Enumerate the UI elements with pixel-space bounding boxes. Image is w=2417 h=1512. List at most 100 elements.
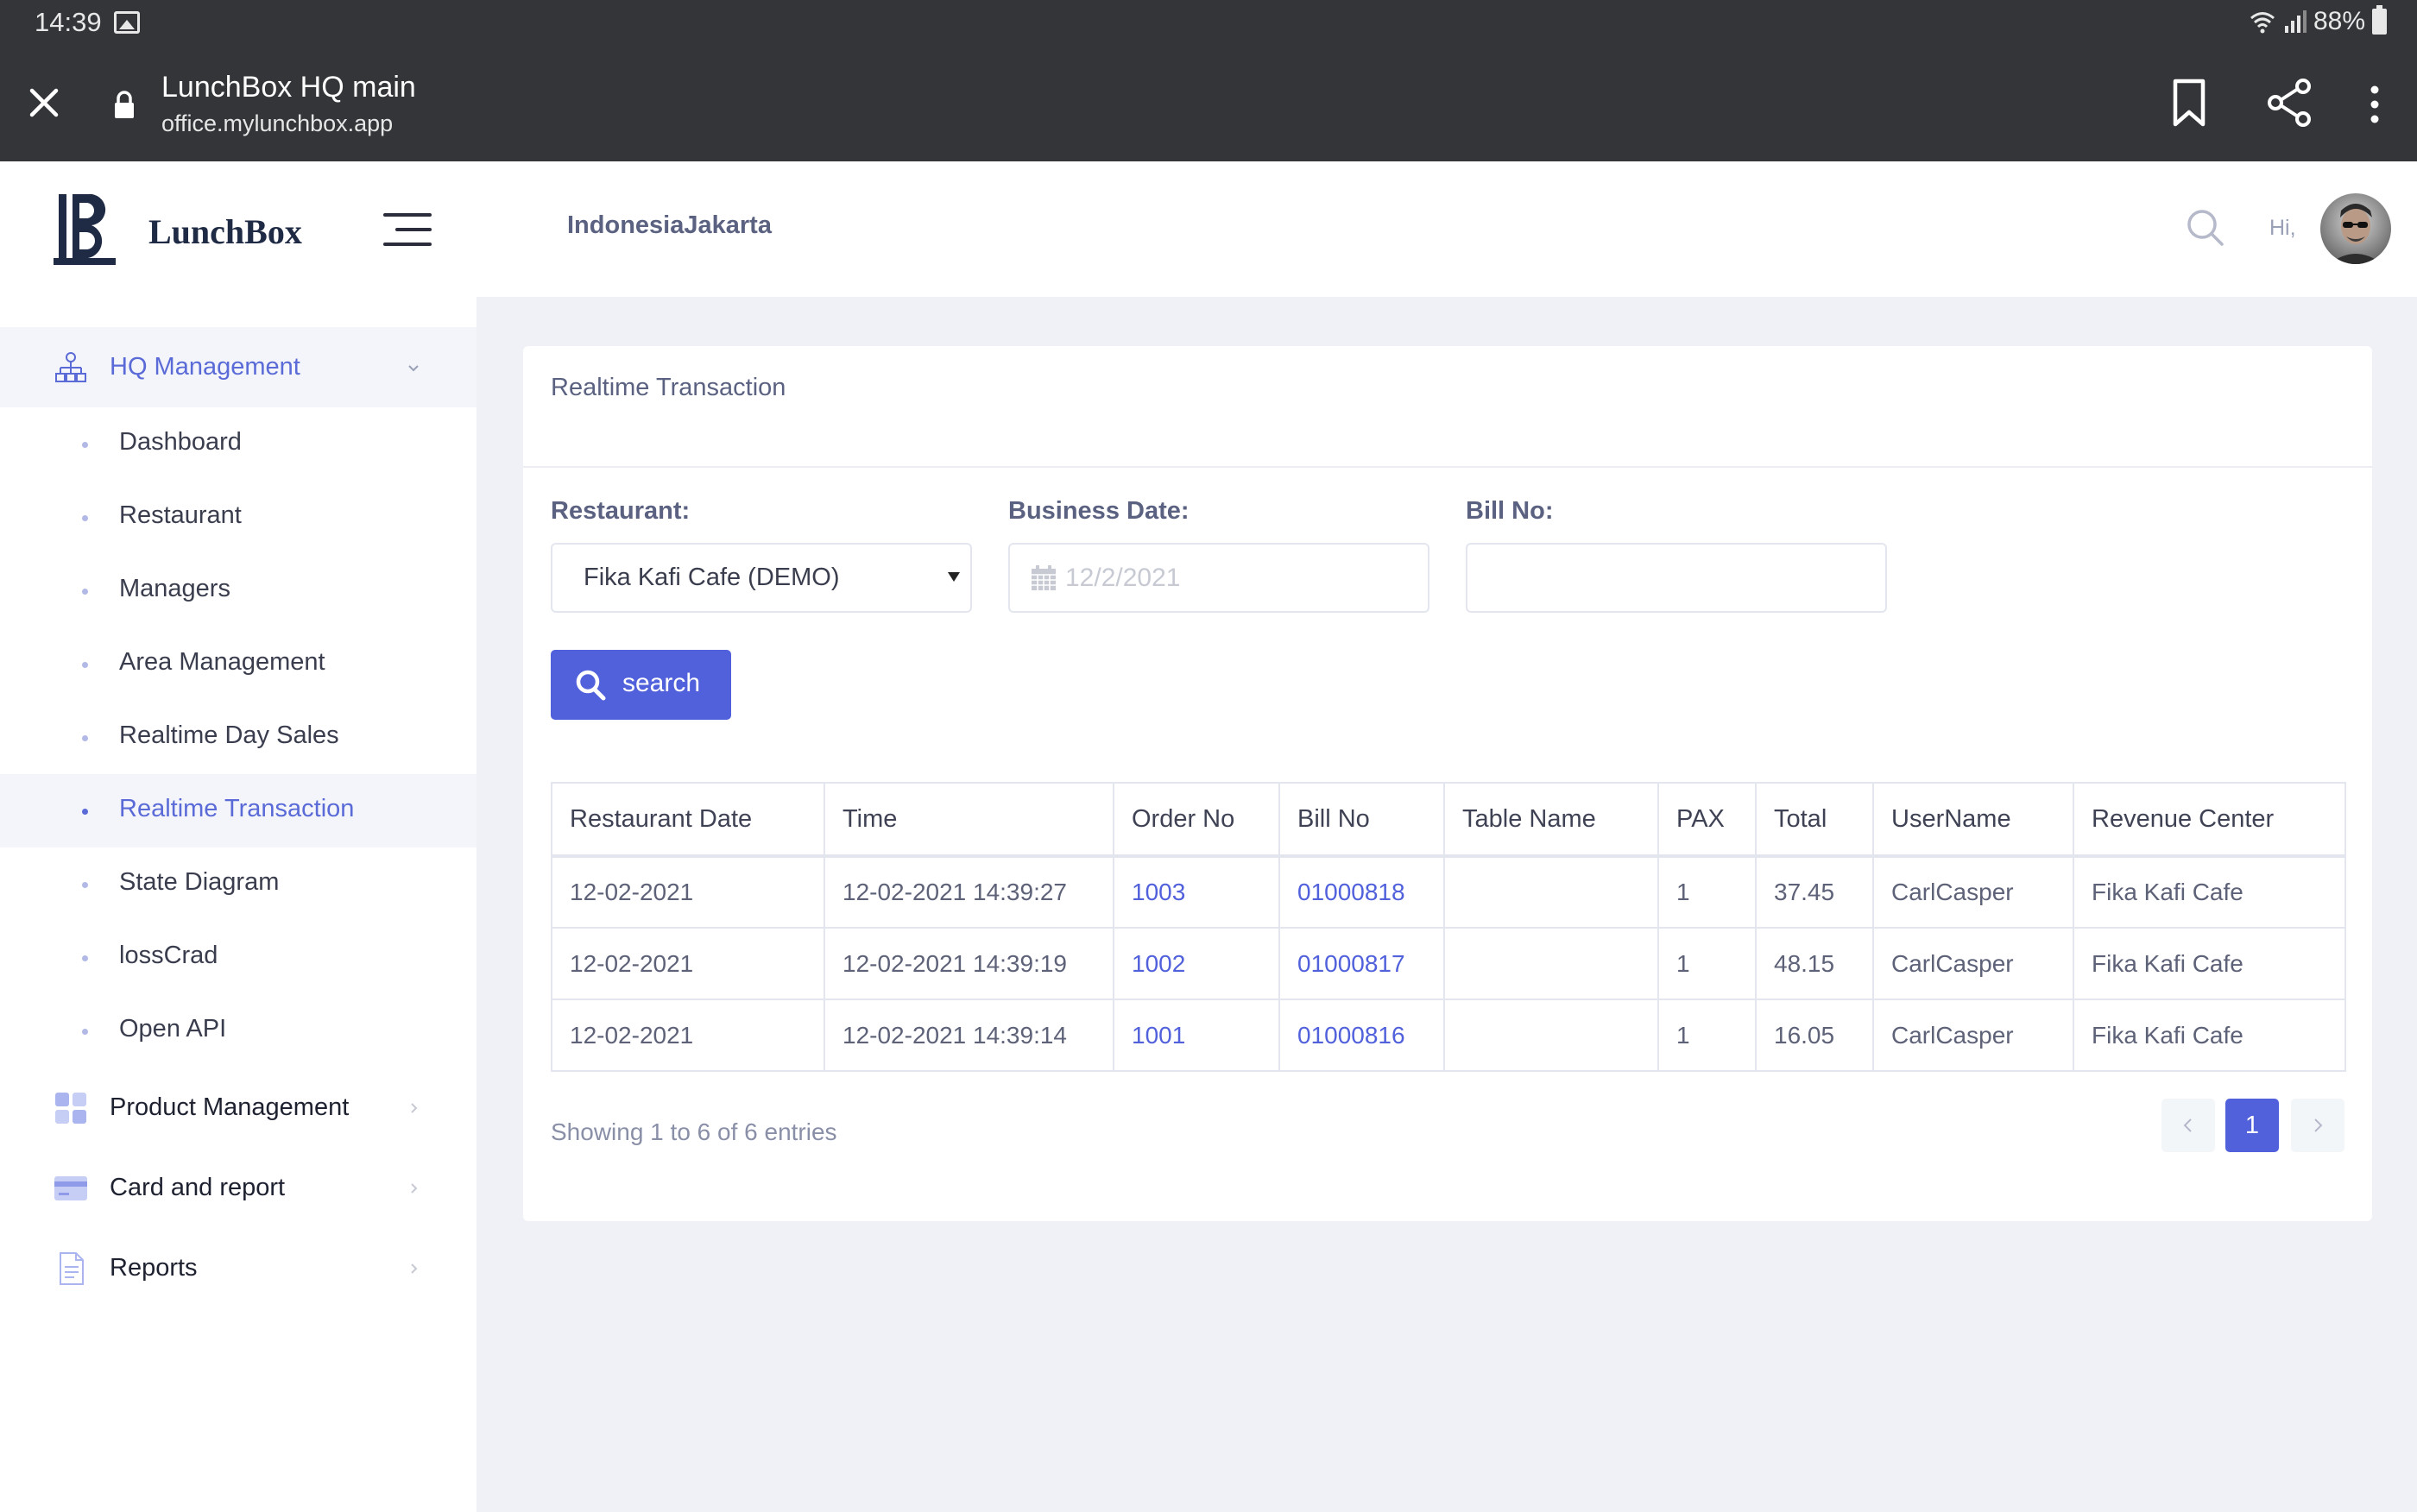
sidebar-item-dashboard[interactable]: Dashboard [0, 407, 476, 481]
cell-revenue-center: Fika Kafi Cafe [2073, 999, 2346, 1072]
user-avatar[interactable] [2320, 193, 2391, 264]
bullet-dot [82, 589, 88, 595]
chevron-right-icon [2314, 1118, 2323, 1132]
chevron-right-icon [411, 1263, 418, 1274]
sidebar-group-reports[interactable]: Reports [0, 1228, 476, 1308]
cell-pax: 1 [1657, 927, 1757, 1000]
sidebar-toggle-button[interactable] [383, 213, 432, 248]
cell-table-name [1443, 999, 1659, 1072]
search-icon [576, 670, 606, 701]
sidebar-item-losscrad[interactable]: lossCrad [0, 921, 476, 994]
more-options-icon[interactable] [2362, 83, 2388, 126]
sidebar-item-area-management[interactable]: Area Management [0, 627, 476, 701]
sidebar-item-label: Restaurant [119, 501, 242, 529]
sidebar-group-card-and-report[interactable]: Card and report [0, 1148, 476, 1228]
sidebar-item-label: Open API [119, 1015, 227, 1043]
column-header-table-name[interactable]: Table Name [1443, 782, 1659, 858]
cell-table-name [1443, 927, 1659, 1000]
sidebar-item-realtime-day-sales[interactable]: Realtime Day Sales [0, 701, 476, 774]
restaurant-label: Restaurant: [551, 497, 691, 525]
page-button-current[interactable]: 1 [2225, 1099, 2279, 1152]
column-header-bill-no[interactable]: Bill No [1278, 782, 1445, 858]
sidebar-item-label: Dashboard [119, 428, 242, 456]
sidebar-item-label: Realtime Transaction [119, 795, 355, 822]
cell-restaurant-date: 12-02-2021 [551, 999, 825, 1072]
bullet-dot [82, 955, 88, 961]
bill-no-link[interactable]: 01000817 [1278, 927, 1445, 1000]
column-header-revenue-center[interactable]: Revenue Center [2073, 782, 2346, 858]
lunchbox-logo-icon [54, 193, 116, 265]
cell-table-name [1443, 855, 1659, 929]
table-row: 12-02-2021 12-02-2021 14:39:19 1002 0100… [551, 927, 2346, 1000]
brand-name: LunchBox [148, 212, 302, 251]
bullet-dot [82, 809, 88, 815]
cell-total: 37.45 [1755, 855, 1874, 929]
cell-pax: 1 [1657, 999, 1757, 1072]
cell-restaurant-date: 12-02-2021 [551, 927, 825, 1000]
cell-restaurant-date: 12-02-2021 [551, 855, 825, 929]
status-time: 14:39 [35, 7, 102, 37]
table-row: 12-02-2021 12-02-2021 14:39:27 1003 0100… [551, 855, 2346, 929]
sidebar-item-label: Managers [119, 575, 230, 602]
sidebar-item-label: Area Management [119, 648, 325, 676]
sidebar-group-product-management[interactable]: Product Management [0, 1068, 476, 1148]
sidebar-item-restaurant[interactable]: Restaurant [0, 481, 476, 554]
business-date-value: 12/2/2021 [1065, 564, 1181, 592]
cell-total: 16.05 [1755, 999, 1874, 1072]
column-header-order-no[interactable]: Order No [1113, 782, 1280, 858]
sidebar: LunchBox HQ Management Dashboard Restaur… [0, 161, 476, 1512]
search-button[interactable]: search [551, 650, 731, 720]
bullet-dot [82, 1029, 88, 1035]
restaurant-select[interactable]: Fika Kafi Cafe (DEMO) [551, 543, 972, 613]
next-page-button[interactable] [2291, 1099, 2344, 1152]
sidebar-group-hq-management[interactable]: HQ Management [0, 327, 476, 407]
search-icon[interactable] [2184, 206, 2227, 249]
calendar-icon [1032, 565, 1056, 590]
bill-no-input[interactable] [1467, 545, 1885, 611]
battery-icon [2372, 5, 2387, 35]
sidebar-item-open-api[interactable]: Open API [0, 994, 476, 1068]
divider [523, 466, 2372, 468]
bookmark-icon[interactable] [2170, 78, 2208, 128]
cell-total: 48.15 [1755, 927, 1874, 1000]
order-no-link[interactable]: 1001 [1113, 999, 1280, 1072]
battery-percent: 88% [2313, 7, 2366, 35]
column-header-pax[interactable]: PAX [1657, 782, 1757, 858]
top-header: IndonesiaJakarta Hi, [476, 161, 2417, 297]
bill-no-field[interactable] [1466, 543, 1887, 613]
menu-line [395, 228, 432, 231]
cell-time: 12-02-2021 14:39:19 [824, 927, 1114, 1000]
share-icon[interactable] [2265, 78, 2313, 128]
signal-icon [2285, 10, 2307, 33]
bill-no-link[interactable]: 01000818 [1278, 855, 1445, 929]
hierarchy-icon [55, 351, 86, 382]
browser-url[interactable]: office.mylunchbox.app [161, 110, 394, 136]
menu-line [383, 213, 432, 217]
column-header-total[interactable]: Total [1755, 782, 1874, 858]
column-header-time[interactable]: Time [824, 782, 1114, 858]
close-icon[interactable] [26, 85, 62, 121]
column-header-restaurant-date[interactable]: Restaurant Date [551, 782, 825, 858]
location-label: IndonesiaJakarta [567, 211, 772, 239]
business-date-field[interactable]: 12/2/2021 [1008, 543, 1429, 613]
restaurant-select-value: Fika Kafi Cafe (DEMO) [584, 564, 840, 591]
sidebar-item-state-diagram[interactable]: State Diagram [0, 847, 476, 921]
previous-page-button[interactable] [2161, 1099, 2215, 1152]
transactions-table: Restaurant Date Time Order No Bill No Ta… [551, 782, 2346, 1072]
sidebar-item-managers[interactable]: Managers [0, 554, 476, 627]
bill-no-link[interactable]: 01000816 [1278, 999, 1445, 1072]
realtime-transaction-card: Realtime Transaction Restaurant: Busines… [523, 346, 2372, 1221]
cell-username: CarlCasper [1872, 855, 2074, 929]
order-no-link[interactable]: 1003 [1113, 855, 1280, 929]
sidebar-item-realtime-transaction[interactable]: Realtime Transaction [0, 774, 476, 847]
cell-revenue-center: Fika Kafi Cafe [2073, 855, 2346, 929]
bullet-dot [82, 662, 88, 668]
chevron-right-icon [411, 1182, 418, 1194]
wifi-icon [2250, 12, 2275, 34]
column-header-username[interactable]: UserName [1872, 782, 2074, 858]
order-no-link[interactable]: 1002 [1113, 927, 1280, 1000]
card-icon [54, 1175, 87, 1200]
menu-line [383, 243, 432, 246]
business-date-label: Business Date: [1008, 497, 1190, 525]
cell-username: CarlCasper [1872, 999, 2074, 1072]
